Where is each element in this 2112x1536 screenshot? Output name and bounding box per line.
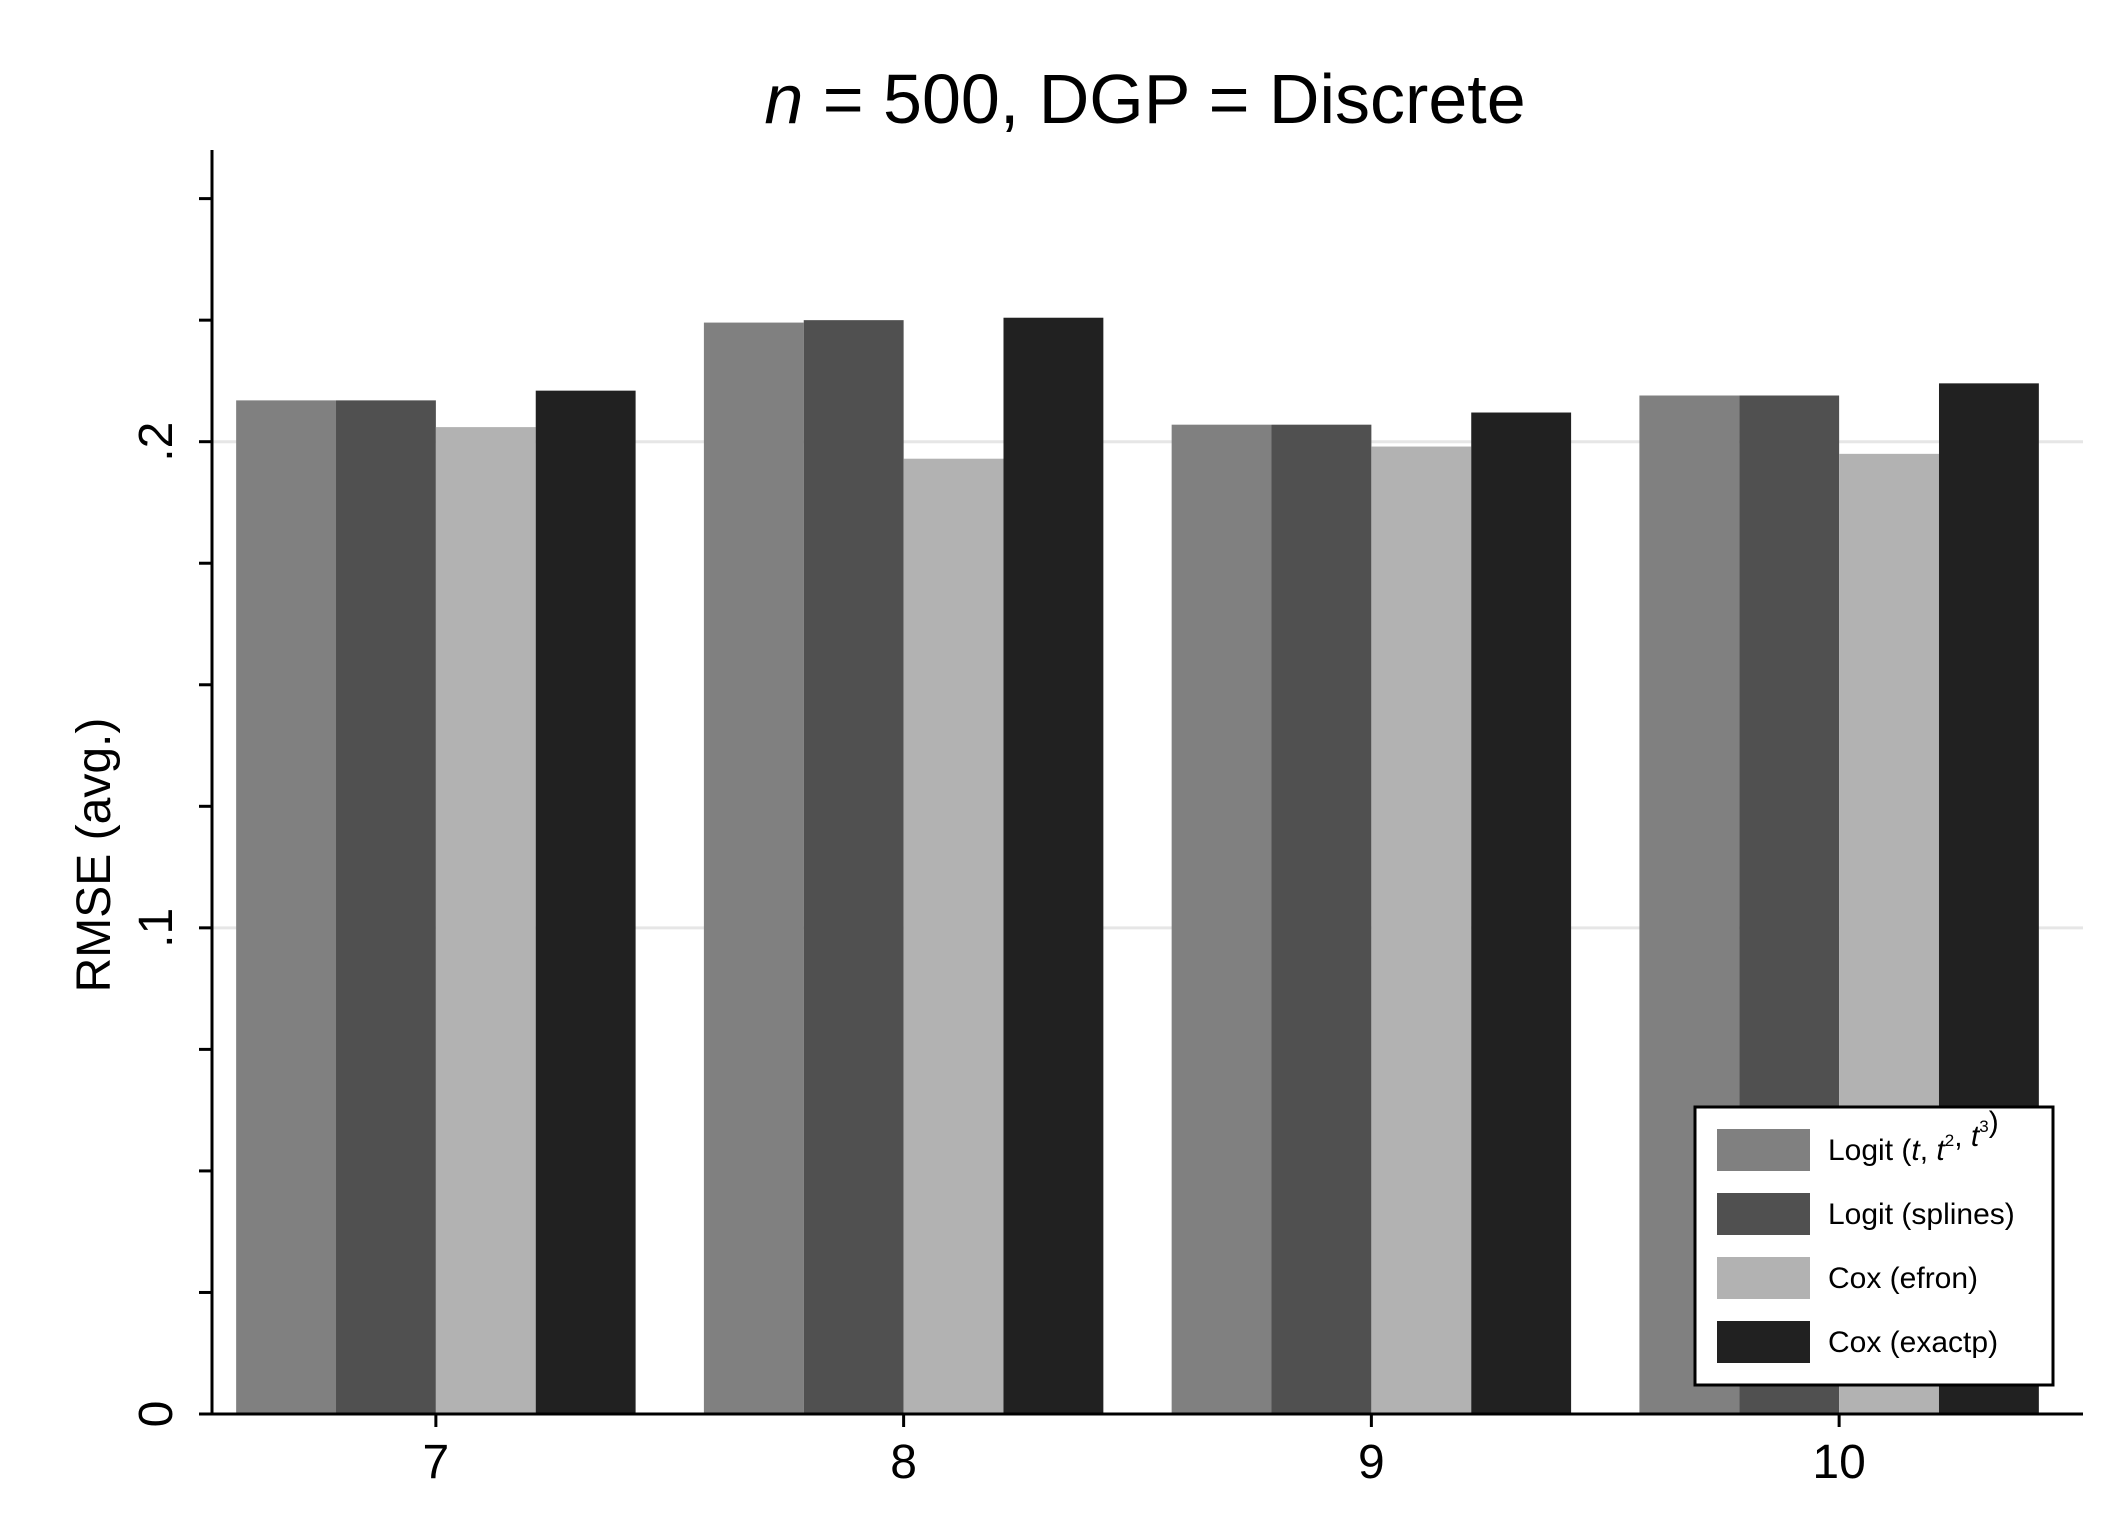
chart-title-italic: n xyxy=(764,60,803,138)
legend-swatch-0 xyxy=(1717,1129,1810,1171)
legend-label-3: Cox (exactp) xyxy=(1828,1326,1998,1359)
bar-8-series-1 xyxy=(803,320,904,1415)
bar-7-series-3 xyxy=(535,390,636,1415)
y-tick-label-1: .1 xyxy=(130,908,183,948)
x-tick-label-3: 10 xyxy=(1812,1436,1865,1489)
bar-7-series-1 xyxy=(336,400,436,1414)
chart-title-rest: = 500, DGP = Discrete xyxy=(803,60,1525,138)
x-tick-label-2: 9 xyxy=(1358,1436,1385,1489)
bar-9-series-1 xyxy=(1271,424,1372,1415)
y-axis-ticks: 0 .1 .2 xyxy=(130,197,212,1428)
bar-8-series-0 xyxy=(703,322,804,1415)
x-axis-ticks: 7 8 9 10 xyxy=(423,1414,1866,1489)
bar-7-series-2 xyxy=(435,427,536,1415)
legend-swatch-1 xyxy=(1717,1193,1810,1235)
y-tick-label-2: .2 xyxy=(130,422,183,462)
legend-swatch-3 xyxy=(1717,1321,1810,1363)
bar-8-series-3 xyxy=(1003,317,1104,1414)
legend-label-2: Cox (efron) xyxy=(1828,1262,1978,1295)
legend: Logit (t, t2, t3) Logit (splines) Cox (efr… xyxy=(1693,1105,2055,1387)
bar-7-series-0 xyxy=(236,400,337,1414)
bar-8-series-2 xyxy=(903,458,1004,1414)
legend-swatch-2 xyxy=(1717,1257,1810,1299)
x-tick-label-1: 8 xyxy=(890,1436,917,1489)
bar-9-series-2 xyxy=(1371,446,1472,1414)
bar-9-series-3 xyxy=(1471,412,1572,1414)
bar-9-series-0 xyxy=(1171,424,1272,1415)
y-axis-label: RMSE (avg.) xyxy=(68,718,121,993)
chart-title: n = 500, DGP = Discrete xyxy=(764,60,1525,138)
axes xyxy=(210,150,2083,1416)
legend-label-0: Logit (t, t2, t3) xyxy=(1828,1106,1999,1167)
x-tick-label-0: 7 xyxy=(423,1436,450,1489)
legend-label-1: Logit (splines) xyxy=(1828,1198,2015,1231)
y-tick-label-0: 0 xyxy=(130,1401,183,1428)
